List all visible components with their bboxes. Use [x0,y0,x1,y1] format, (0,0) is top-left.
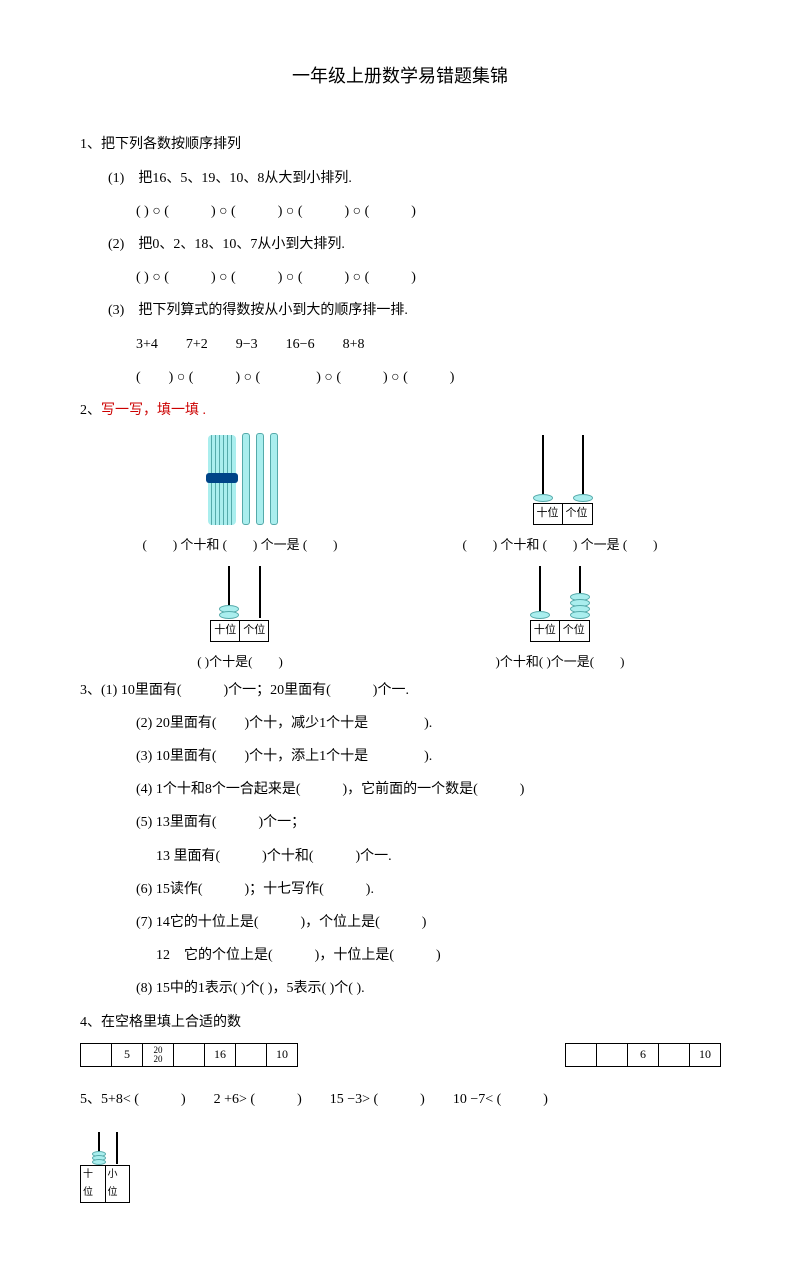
q3-l7b: 12 它的个位上是( )，十位上是( ) [80,943,720,968]
small-abacus: 十位 小位 [80,1132,130,1203]
q2-heading: 2、写一写，填一填 . [80,398,720,423]
table-cell [596,1043,628,1067]
q4-tables: 5 20 20 16 10 6 10 [80,1043,720,1067]
abacus-tens-label: 十位 [531,621,560,641]
q3-l6: (6) 15读作( )；十七写作( ). [80,877,720,902]
stick-icon [270,433,278,525]
abacus-3: 十位 个位 [530,566,590,642]
abacus-2: 十位 个位 [210,566,269,642]
q1-p3-blank: ( ) ○ ( ) ○ ( ) ○ ( ) ○ ( ) [80,365,720,390]
abacus-ones-label: 个位 [240,621,268,641]
q3-l2: (2) 20里面有( )个十，减少1个十是 ). [80,711,720,736]
q2-num: 2、 [80,403,101,418]
stick-icon [242,433,250,525]
fig3-text: ( )个十是( ) [96,650,384,673]
q3-l5b: 13 里面有( )个十和( )个一. [80,844,720,869]
q1-p1-blank: ( ) ○ ( ) ○ ( ) ○ ( ) ○ ( ) [80,199,720,224]
stick-bundle [208,435,236,525]
small-abacus-ones: 小位 [106,1166,130,1202]
q4-heading: 4、在空格里填上合适的数 [80,1010,720,1035]
table-cell: 10 [266,1043,298,1067]
abacus-ones-label: 个位 [560,621,588,641]
abacus-tens-label: 十位 [211,621,240,641]
q3-l5: (5) 13里面有( )个一； [80,810,720,835]
table-cell [235,1043,267,1067]
table-cell: 16 [204,1043,236,1067]
q1-p2: (2) 把0、2、18、10、7从小到大排列. [80,232,720,257]
sticks-figure [208,433,278,525]
page-title: 一年级上册数学易错题集锦 [80,60,720,92]
table-cell: 10 [689,1043,721,1067]
fig4-text: )个十和( )个一是( ) [416,650,704,673]
stick-icon [256,433,264,525]
q2-fig-row-1: 十位 个位 [80,433,720,525]
q1-heading: 1、把下列各数按顺序排列 [80,132,720,157]
table-cell: 6 [627,1043,659,1067]
abacus-1: 十位 个位 [533,435,593,525]
q3-l8: (8) 15中的1表示( )个( )，5表示( )个( ). [80,976,720,1001]
abacus-tens-label: 十位 [534,504,563,524]
table-cell [658,1043,690,1067]
q3-l7: (7) 14它的十位上是( )，个位上是( ) [80,910,720,935]
table-cell [565,1043,597,1067]
q3-l1: 3、(1) 10里面有( )个一；20里面有( )个一. [80,678,720,703]
q3-l3: (3) 10里面有( )个十，添上1个十是 ). [80,744,720,769]
abacus-ones-label: 个位 [563,504,591,524]
q1-p1: (1) 把16、5、19、10、8从大到小排列. [80,166,720,191]
q2-red: 写一写，填一填 . [101,403,206,418]
q1-p3: (3) 把下列算式的得数按从小到大的顺序排一排. [80,298,720,323]
table-cell [173,1043,205,1067]
q5-text: 5、5+8< ( ) 2 +6> ( ) 15 −3> ( ) 10 −7< (… [80,1087,720,1112]
q1-p3-expr: 3+4 7+2 9−3 16−6 8+8 [80,332,720,357]
table-cell: 5 [111,1043,143,1067]
fig1-text: ( ) 个十和 ( ) 个一是 ( ) [96,533,384,556]
table-cell [80,1043,112,1067]
table-cell: 20 20 [142,1043,174,1067]
fig2-text: ( ) 个十和 ( ) 个一是 ( ) [416,533,704,556]
small-abacus-tens: 十位 [81,1166,106,1202]
stacked-val: 20 [154,1055,163,1064]
q2-fig-row-2: 十位 个位 十位 个位 [80,566,720,642]
q3-l4: (4) 1个十和8个一合起来是( )，它前面的一个数是( ) [80,777,720,802]
q1-p2-blank: ( ) ○ ( ) ○ ( ) ○ ( ) ○ ( ) [80,265,720,290]
